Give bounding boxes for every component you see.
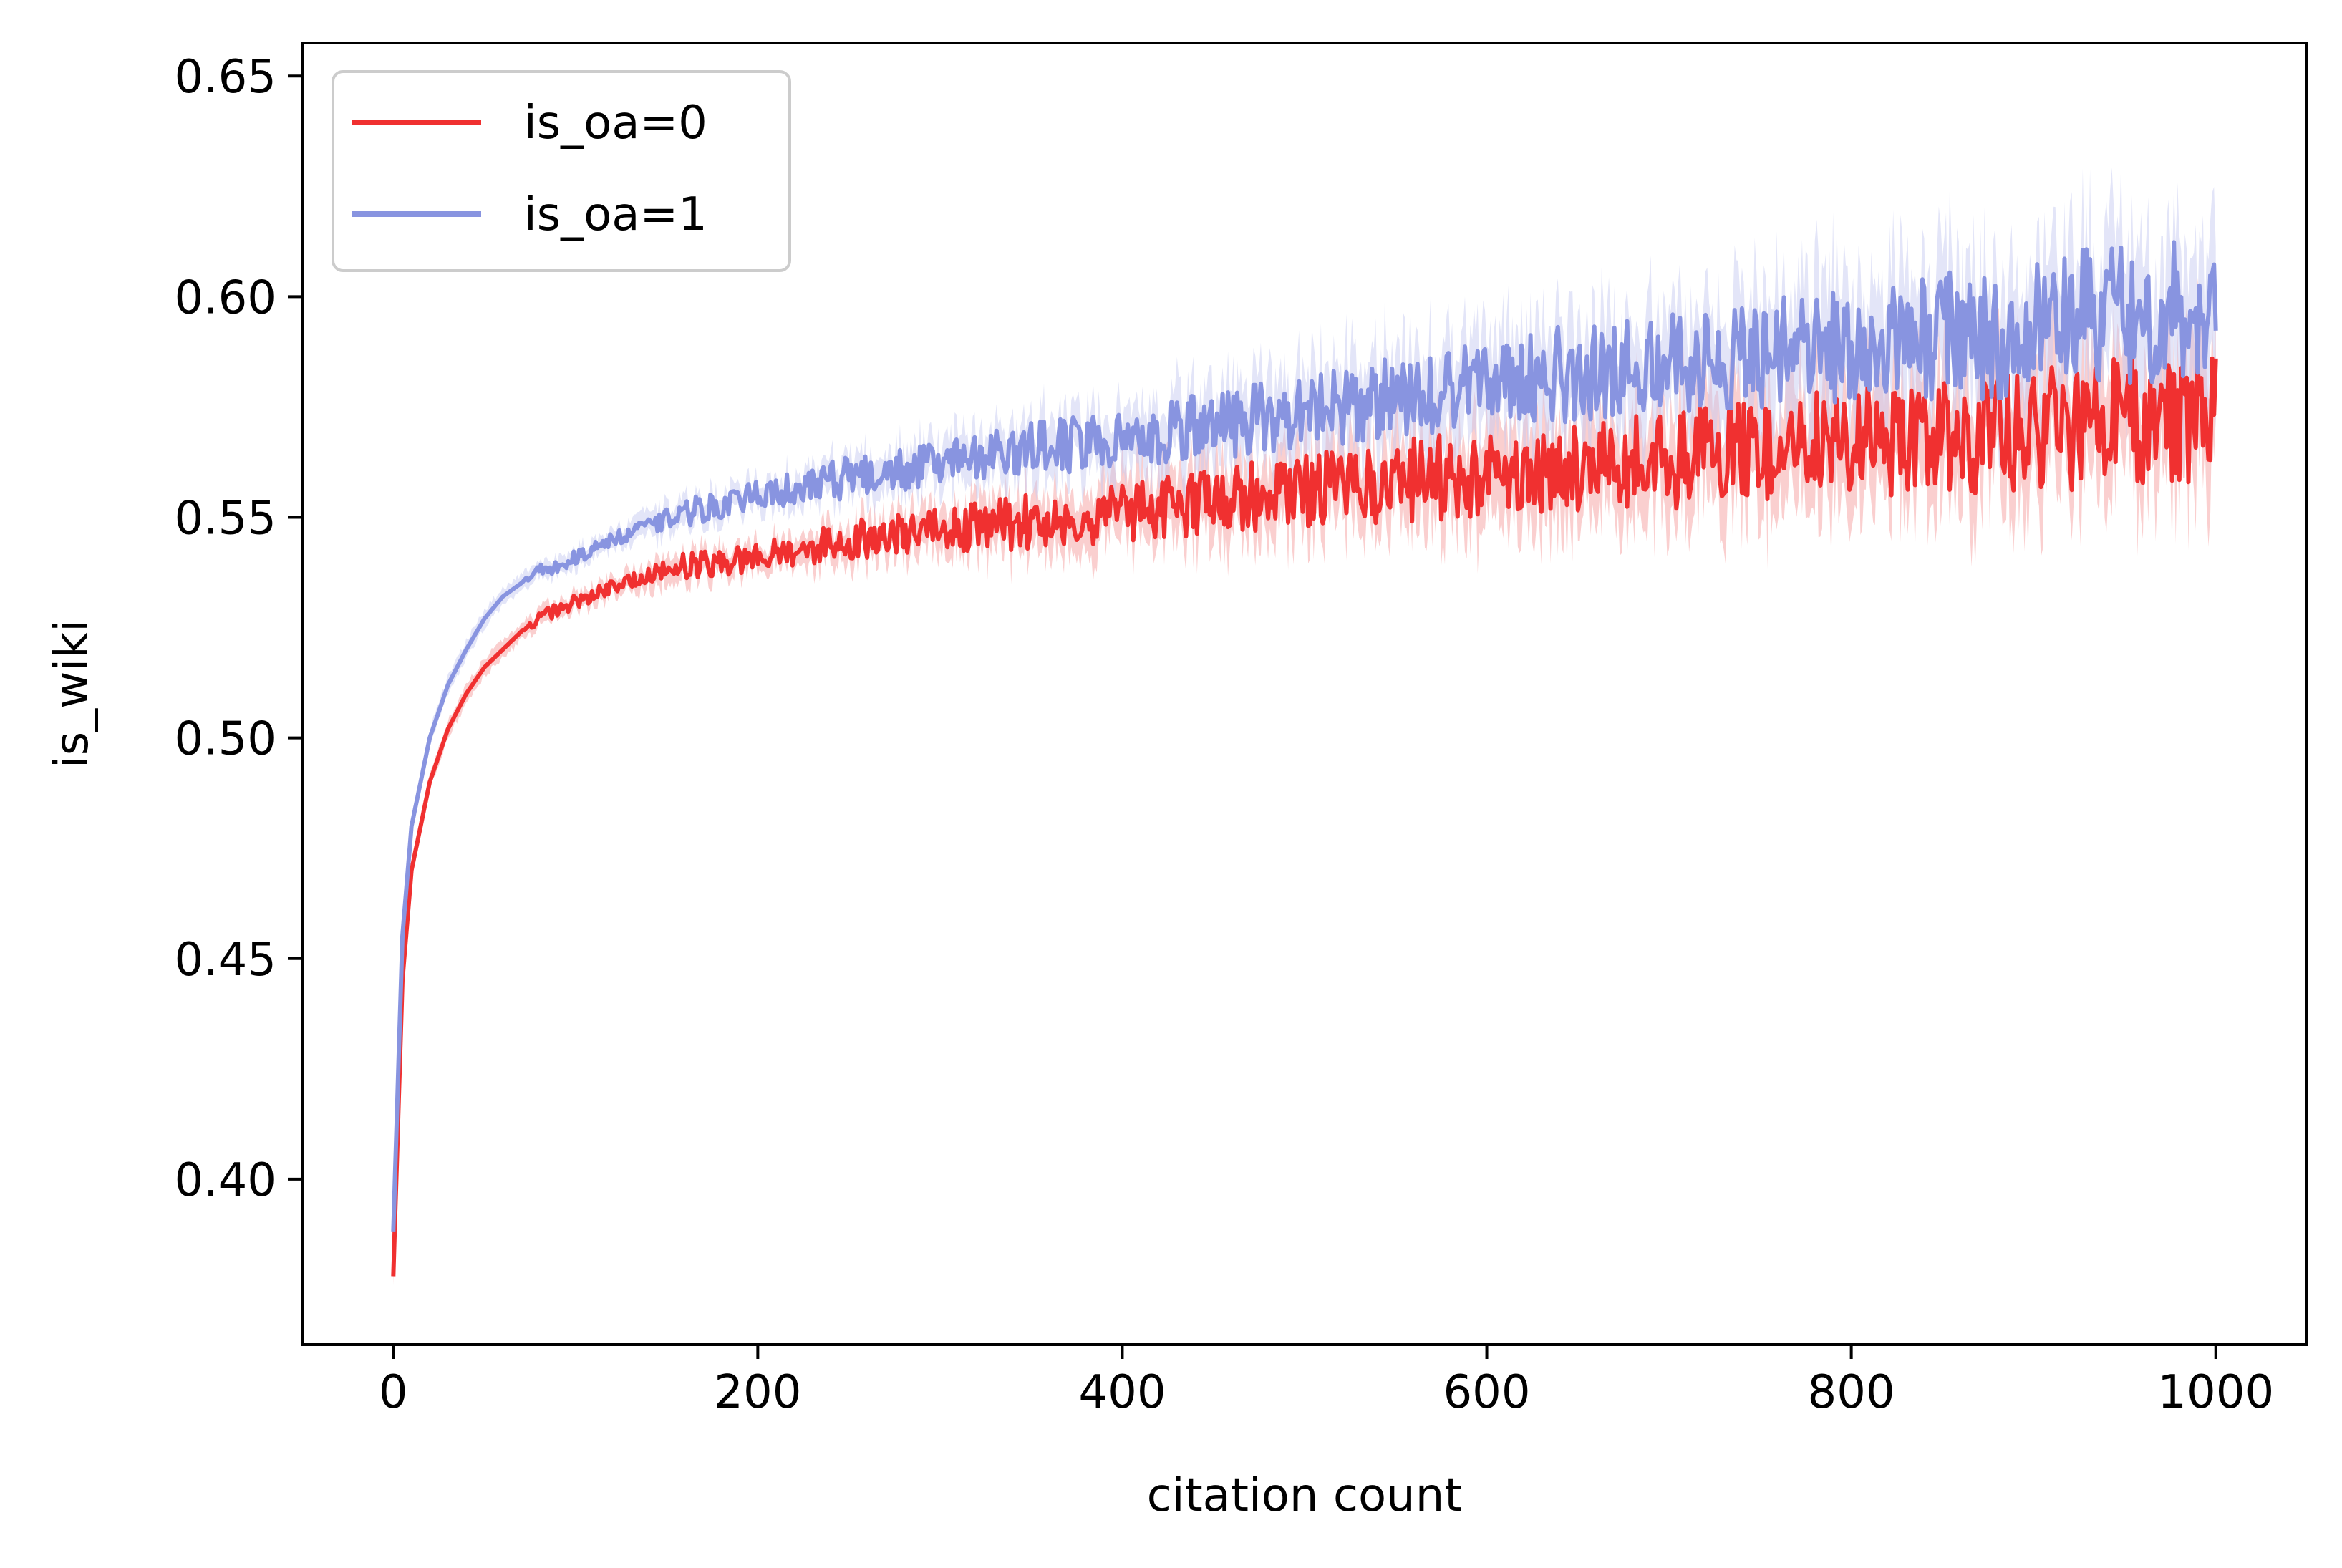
y-tick-label: 0.40 bbox=[175, 1154, 277, 1207]
legend-label-is-oa-0: is_oa=0 bbox=[524, 97, 707, 150]
x-tick-label: 200 bbox=[714, 1366, 801, 1419]
y-tick-label: 0.45 bbox=[175, 934, 277, 987]
series-line-is-oa-0 bbox=[391, 354, 2218, 1277]
confidence-bands bbox=[393, 163, 2216, 1286]
y-tick-label: 0.60 bbox=[175, 271, 277, 324]
y-tick-label: 0.50 bbox=[175, 713, 277, 766]
series-line-is-oa-1 bbox=[391, 240, 2218, 1232]
y-axis: 0.40 0.45 0.50 0.55 0.60 0.65 bbox=[175, 51, 302, 1207]
x-axis-label: citation count bbox=[1147, 1469, 1463, 1522]
x-tick-label: 400 bbox=[1078, 1366, 1166, 1419]
confidence-band-is-oa-0 bbox=[393, 276, 2216, 1286]
x-tick-label: 1000 bbox=[2157, 1366, 2274, 1419]
legend-label-is-oa-1: is_oa=1 bbox=[524, 188, 707, 241]
x-tick-label: 800 bbox=[1808, 1366, 1895, 1419]
series-lines bbox=[391, 240, 2218, 1277]
plot-frame bbox=[301, 42, 2308, 1346]
y-axis-label: is_wiki bbox=[46, 619, 99, 768]
x-tick-label: 0 bbox=[379, 1366, 408, 1419]
y-tick-label: 0.55 bbox=[175, 492, 277, 545]
x-axis: 0 200 400 600 800 1000 bbox=[379, 1345, 2274, 1419]
confidence-band-is-oa-1 bbox=[393, 163, 2216, 1242]
x-tick-label: 600 bbox=[1443, 1366, 1530, 1419]
legend: is_oa=0 is_oa=1 bbox=[332, 70, 791, 272]
y-tick-label: 0.65 bbox=[175, 51, 277, 104]
